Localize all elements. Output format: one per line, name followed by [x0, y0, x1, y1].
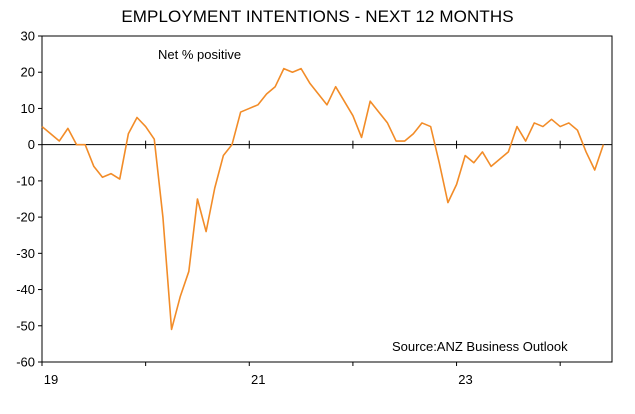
- source-note: Source:ANZ Business Outlook: [392, 339, 568, 354]
- y-axis-label: Net % positive: [158, 47, 241, 62]
- y-tick-label: -60: [16, 355, 35, 370]
- y-tick-label: -50: [16, 318, 35, 333]
- y-tick-label: -40: [16, 282, 35, 297]
- y-tick-label: 10: [21, 101, 35, 116]
- plot-area: [41, 35, 613, 363]
- y-tick-label: 20: [21, 65, 35, 80]
- y-tick-label: -20: [16, 210, 35, 225]
- chart-title: EMPLOYMENT INTENTIONS - NEXT 12 MONTHS: [121, 7, 514, 26]
- x-tick-label: 23: [458, 372, 472, 387]
- y-tick-label: 30: [21, 29, 35, 44]
- series-line: [41, 67, 605, 331]
- y-tick-label: 0: [28, 137, 35, 152]
- x-tick-label: 21: [251, 372, 265, 387]
- y-tick-label: -10: [16, 173, 35, 188]
- x-tick-label: 19: [44, 372, 58, 387]
- y-tick-label: -30: [16, 246, 35, 261]
